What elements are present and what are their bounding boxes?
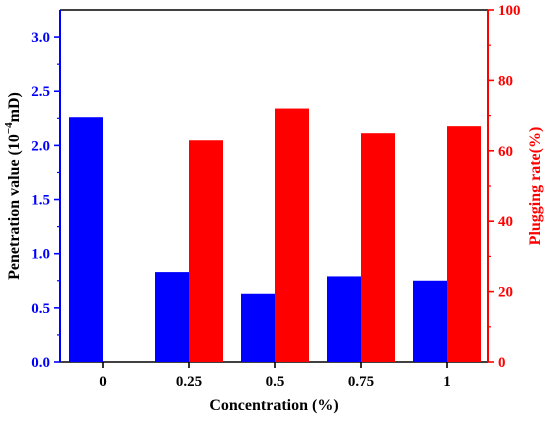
x-tick-label: 0.75 [348,374,374,390]
right-tick-label: 100 [498,3,521,19]
right-tick-label: 0 [498,355,506,371]
left-axis-ticks: 0.0 0.5 1.0 1.5 2.0 2.5 3.0 [31,30,60,371]
penetration-bar-0.5 [241,293,275,362]
penetration-bar-1 [413,280,447,362]
left-axis-title-exponent: −4 [3,122,15,134]
right-tick-label: 20 [498,285,513,301]
bars-group [69,108,481,363]
right-tick-label: 80 [498,73,513,89]
plugging-bar-1 [447,126,481,362]
left-axis-title-suffix: mD) [6,92,23,122]
left-tick-label: 0.5 [31,301,50,317]
plugging-bar-0.25 [189,140,223,362]
right-tick-label: 60 [498,144,513,160]
penetration-bar-0.25 [155,272,189,362]
right-axis-ticks: 0 20 40 60 80 100 [488,3,521,371]
left-tick-label: 2.5 [31,84,50,100]
left-tick-label: 0.0 [31,355,50,371]
x-tick-label: 0 [99,374,107,390]
plugging-bar-0.75 [361,133,395,362]
left-tick-label: 1.5 [31,193,50,209]
right-tick-label: 40 [498,214,513,230]
x-tick-label: 0.25 [176,374,202,390]
left-tick-label: 3.0 [31,30,50,46]
left-axis-title-prefix: Penetration value (10 [6,134,23,280]
left-tick-label: 2.0 [31,138,50,154]
penetration-bar-0.75 [327,276,361,362]
left-tick-label: 1.0 [31,247,50,263]
x-tick-label: 1 [443,374,451,390]
penetration-bar-0 [69,117,103,363]
right-axis-title: Plugging rate(%) [527,127,544,246]
x-axis-title: Concentration (%) [209,397,338,414]
left-axis-title: Penetration value (10−4mD) [3,92,23,280]
x-tick-label: 0.5 [266,374,285,390]
plugging-bar-0.5 [275,108,309,362]
x-axis-ticks: 0 0.25 0.5 0.75 1 [99,362,451,390]
